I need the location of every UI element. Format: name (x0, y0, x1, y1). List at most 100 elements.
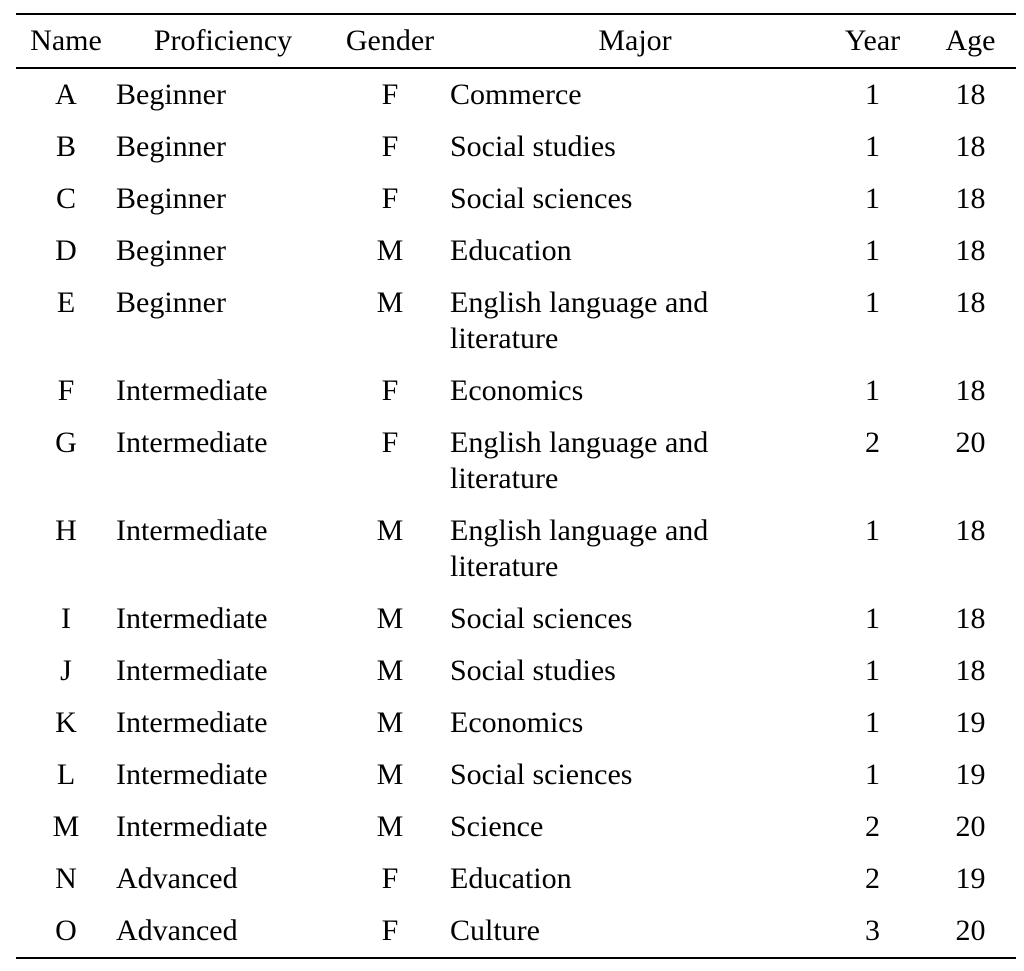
cell-major: Economics (450, 706, 584, 739)
cell-year: 1 (865, 706, 880, 739)
cell-age: 18 (955, 182, 986, 215)
cell-gender: F (381, 130, 399, 163)
cell-year: 1 (865, 514, 880, 547)
cell-gender: F (381, 862, 399, 895)
cell-age: 20 (955, 914, 986, 947)
cell-proficiency: Intermediate (116, 426, 268, 459)
table-row: F Intermediate F Economics 1 18 (16, 365, 1016, 417)
cell-proficiency: Beginner (116, 78, 226, 111)
cell-year: 1 (865, 234, 880, 267)
cell-major: Social sciences (450, 758, 633, 791)
cell-proficiency: Intermediate (116, 602, 268, 635)
cell-age: 20 (955, 810, 986, 843)
cell-name: H (55, 514, 77, 547)
cell-proficiency: Beginner (116, 182, 226, 215)
cell-year: 1 (865, 286, 880, 319)
participants-table-container: Name Proficiency Gender Major Year Age A Begin… (16, 13, 1016, 959)
cell-year: 1 (865, 182, 880, 215)
cell-year: 1 (865, 654, 880, 687)
cell-name: J (60, 654, 72, 687)
cell-name: A (55, 78, 77, 111)
column-header-name: Name (16, 14, 116, 69)
table-row: I Intermediate M Social sciences 1 18 (16, 593, 1016, 645)
table-row: B Beginner F Social studies 1 18 (16, 121, 1016, 173)
table-row: L Intermediate M Social sciences 1 19 (16, 749, 1016, 801)
table-row: A Beginner F Commerce 1 18 (16, 68, 1016, 121)
cell-proficiency: Intermediate (116, 654, 268, 687)
cell-year: 2 (865, 862, 880, 895)
cell-major: Social studies (450, 654, 616, 687)
table-row: M Intermediate M Science 2 20 (16, 801, 1016, 853)
cell-gender: F (381, 914, 399, 947)
cell-gender: M (376, 286, 404, 319)
cell-gender: M (376, 706, 404, 739)
table-body: A Beginner F Commerce 1 18 B Beginner F Social st… (16, 68, 1016, 958)
cell-gender: M (376, 514, 404, 547)
cell-name: E (56, 286, 76, 319)
table-row: J Intermediate M Social studies 1 18 (16, 645, 1016, 697)
cell-major: Culture (450, 914, 540, 947)
header-row: Name Proficiency Gender Major Year Age (16, 14, 1016, 69)
cell-name: I (61, 602, 71, 635)
table-row: D Beginner M Education 1 18 (16, 225, 1016, 277)
cell-proficiency: Intermediate (116, 514, 268, 547)
cell-proficiency: Advanced (116, 862, 238, 895)
cell-gender: M (376, 602, 404, 635)
cell-proficiency: Beginner (116, 234, 226, 267)
cell-major: English language and literature (450, 426, 709, 495)
cell-age: 18 (955, 602, 986, 635)
table-row: K Intermediate M Economics 1 19 (16, 697, 1016, 749)
cell-proficiency: Beginner (116, 130, 226, 163)
cell-gender: F (381, 78, 399, 111)
cell-major: Education (450, 862, 572, 895)
table-row: O Advanced F Culture 3 20 (16, 905, 1016, 958)
cell-major: Social sciences (450, 182, 633, 215)
cell-name: F (57, 374, 75, 407)
cell-name: L (56, 758, 76, 791)
table-row: G Intermediate F English language and liter… (16, 417, 1016, 505)
cell-age: 19 (955, 758, 986, 791)
table-row: C Beginner F Social sciences 1 18 (16, 173, 1016, 225)
cell-age: 18 (955, 286, 986, 319)
cell-name: D (55, 234, 77, 267)
cell-proficiency: Intermediate (116, 758, 268, 791)
cell-year: 3 (865, 914, 880, 947)
cell-year: 1 (865, 602, 880, 635)
column-header-year: Year (820, 14, 925, 69)
cell-gender: M (376, 758, 404, 791)
cell-age: 18 (955, 374, 986, 407)
cell-name: B (55, 130, 76, 163)
cell-proficiency: Intermediate (116, 706, 268, 739)
cell-major: English language and literature (450, 286, 709, 355)
table-row: N Advanced F Education 2 19 (16, 853, 1016, 905)
cell-age: 18 (955, 130, 986, 163)
cell-gender: F (381, 374, 399, 407)
cell-age: 18 (955, 78, 986, 111)
cell-name: K (55, 706, 77, 739)
cell-proficiency: Intermediate (116, 374, 268, 407)
cell-name: O (55, 914, 77, 947)
cell-gender: M (376, 234, 404, 267)
cell-name: N (55, 862, 77, 895)
cell-gender: M (376, 654, 404, 687)
cell-gender: M (376, 810, 404, 843)
cell-major: Social sciences (450, 602, 633, 635)
column-header-gender: Gender (330, 14, 450, 69)
cell-major: Science (450, 810, 544, 843)
cell-name: G (55, 426, 77, 459)
cell-age: 20 (955, 426, 986, 459)
cell-age: 19 (955, 706, 986, 739)
cell-year: 2 (865, 810, 880, 843)
cell-gender: F (381, 426, 399, 459)
cell-gender: F (381, 182, 399, 215)
column-header-major: Major (450, 14, 820, 69)
cell-proficiency: Beginner (116, 286, 226, 319)
table-row: H Intermediate M English language and liter… (16, 505, 1016, 593)
cell-proficiency: Advanced (116, 914, 238, 947)
cell-major: Economics (450, 374, 584, 407)
cell-age: 18 (955, 514, 986, 547)
cell-year: 2 (865, 426, 880, 459)
column-header-proficiency: Proficiency (116, 14, 330, 69)
cell-name: C (55, 182, 76, 215)
cell-major: Social studies (450, 130, 616, 163)
